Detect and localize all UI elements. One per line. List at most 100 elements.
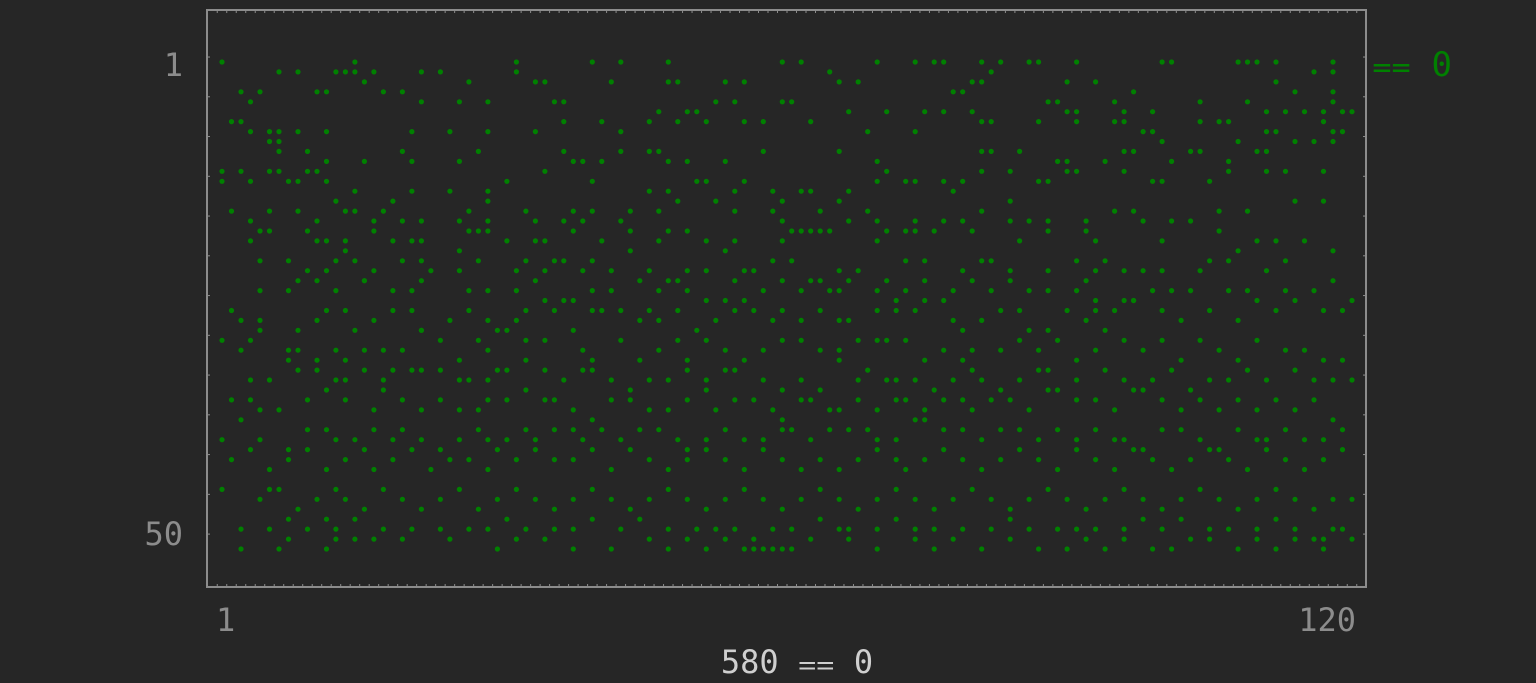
scatter-point: [257, 89, 263, 95]
scatter-point: [798, 377, 804, 383]
scatter-point: [1150, 109, 1156, 115]
scatter-point: [1330, 417, 1336, 423]
scatter-point: [874, 178, 880, 184]
scatter-point: [1169, 158, 1175, 164]
scatter-point: [1093, 397, 1099, 403]
scatter-point: [323, 307, 330, 314]
scatter-point: [884, 337, 890, 343]
scatter-point: [466, 526, 472, 532]
scatter-point: [276, 486, 282, 492]
scatter-point: [751, 536, 757, 542]
scatter-point: [1216, 208, 1222, 214]
scatter-point: [827, 69, 833, 75]
scatter-point: [513, 59, 520, 65]
plot-frame: [206, 9, 1367, 588]
scatter-point: [1178, 496, 1184, 502]
scatter-point: [798, 337, 804, 343]
scatter-point: [257, 437, 263, 443]
scatter-point: [352, 188, 358, 194]
scatter-point: [1178, 357, 1184, 363]
scatter-point: [703, 297, 709, 304]
x-tick-label-1: 1: [216, 601, 235, 639]
scatter-point: [998, 59, 1004, 65]
scatter-point: [352, 437, 358, 443]
scatter-point: [371, 317, 377, 323]
scatter-point: [1159, 397, 1165, 403]
scatter-point: [732, 99, 738, 105]
scatter-point: [1188, 387, 1194, 393]
scatter-point: [390, 238, 396, 244]
scatter-point: [1320, 307, 1327, 314]
scatter-point: [694, 178, 700, 184]
scatter-point: [570, 158, 576, 164]
scatter-point: [665, 158, 671, 164]
scatter-point: [352, 258, 358, 264]
scatter-point: [409, 238, 415, 244]
scatter-point: [808, 228, 814, 234]
scatter-point: [1121, 268, 1127, 274]
scatter-point: [1273, 486, 1279, 492]
scatter-point: [228, 208, 235, 214]
scatter-point: [1226, 377, 1232, 383]
scatter-point: [1150, 377, 1156, 383]
scatter-point: [1093, 297, 1099, 304]
scatter-point: [722, 457, 728, 463]
scatter-point: [295, 506, 301, 512]
scatter-point: [418, 238, 424, 244]
scatter-point: [1159, 337, 1165, 343]
scatter-point: [1226, 168, 1232, 174]
scatter-point: [361, 367, 367, 373]
scatter-point: [1330, 248, 1336, 254]
scatter-point: [941, 178, 947, 184]
scatter-point: [941, 447, 947, 453]
scatter-point: [846, 536, 852, 542]
scatter-point: [960, 218, 966, 224]
scatter-point: [1045, 327, 1051, 333]
scatter-point: [1244, 367, 1251, 373]
scatter-point: [380, 208, 386, 214]
scatter-point: [618, 437, 624, 443]
scatter-point: [257, 228, 263, 234]
scatter-point: [295, 278, 301, 284]
scatter-point: [247, 178, 254, 184]
scatter-point: [409, 129, 415, 135]
scatter-point: [836, 357, 842, 363]
scatter-point: [1055, 337, 1061, 343]
scatter-point: [836, 288, 842, 294]
scatter-point: [988, 69, 994, 75]
scatter-point: [399, 148, 405, 154]
scatter-point: [675, 198, 681, 204]
scatter-point: [1150, 129, 1156, 135]
scatter-point: [760, 347, 766, 353]
scatter-point: [988, 496, 994, 502]
scatter-point: [285, 178, 292, 184]
scatter-point: [960, 178, 966, 184]
scatter-point: [1121, 148, 1127, 154]
scatter-point: [475, 407, 481, 413]
scatter-point: [1254, 337, 1260, 343]
scatter-point: [371, 69, 377, 75]
scatter-point: [1311, 397, 1317, 403]
scatter-point: [770, 317, 776, 323]
scatter-point: [827, 288, 833, 294]
scatter-point: [703, 546, 709, 552]
scatter-point: [665, 377, 671, 383]
scatter-point: [257, 317, 263, 323]
scatter-point: [1330, 526, 1336, 532]
scatter-point: [1339, 109, 1346, 115]
scatter-point: [238, 347, 244, 353]
scatter-point: [589, 486, 595, 492]
scatter-point: [589, 178, 595, 184]
scatter-point: [399, 536, 405, 542]
scatter-point: [608, 496, 614, 502]
scatter-point: [466, 307, 472, 314]
scatter-point: [1150, 178, 1156, 184]
scatter-point: [551, 258, 558, 264]
scatter-point: [703, 387, 709, 393]
scatter-point: [912, 417, 918, 423]
scatter-point: [608, 546, 614, 552]
scatter-point: [789, 258, 795, 264]
scatter-point: [922, 297, 928, 304]
scatter-point: [1330, 89, 1336, 95]
scatter-point: [333, 526, 339, 532]
